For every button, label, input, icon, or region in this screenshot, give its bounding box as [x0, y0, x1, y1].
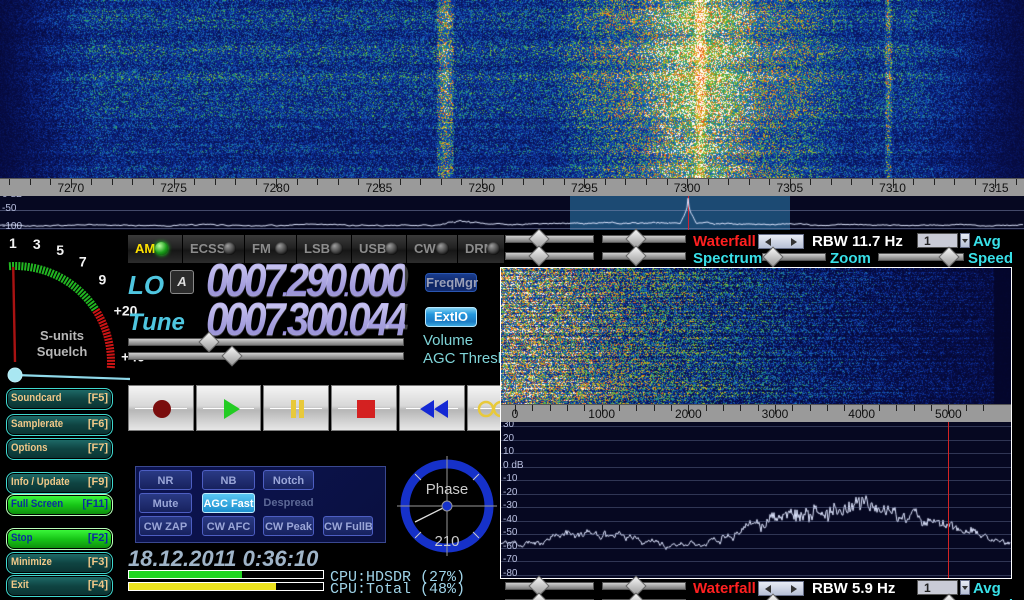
- svg-text:S-units: S-units: [40, 328, 84, 343]
- svg-text:3: 3: [33, 236, 41, 252]
- svg-text:9: 9: [99, 271, 107, 287]
- svg-text:5: 5: [56, 242, 64, 258]
- svg-text:Phase: Phase: [426, 481, 469, 498]
- svg-text:210: 210: [434, 533, 459, 550]
- svg-text:7: 7: [79, 254, 87, 270]
- svg-text:Squelch: Squelch: [37, 344, 88, 359]
- svg-text:1: 1: [9, 235, 17, 251]
